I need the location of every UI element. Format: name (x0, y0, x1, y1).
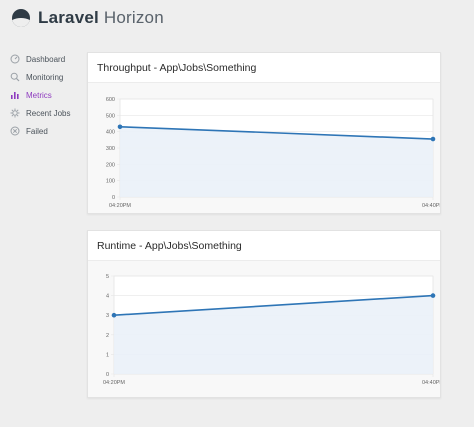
series-area (114, 295, 433, 374)
metrics-icon (10, 90, 20, 100)
y-tick-label: 300 (106, 146, 115, 152)
data-point (430, 293, 436, 298)
brand-title[interactable]: Laravel Horizon (38, 8, 164, 28)
series-line (113, 294, 434, 316)
y-tick-label: 5 (106, 274, 109, 280)
y-tick-label: 200 (106, 162, 115, 168)
y-tick-label: 0 (106, 372, 109, 378)
throughput-card-title: Throughput - App\Jobs\Something (88, 53, 440, 83)
throughput-chart: 0 100 200 300 400 500 600 04:20PM 04:40PM (106, 97, 445, 209)
sidebar-item-label: Recent Jobs (26, 108, 71, 118)
data-point (111, 312, 117, 318)
runtime-card-body: 0 1 2 3 4 5 04:20PM 04:40PM (88, 261, 444, 397)
y-tick-label: 3 (106, 313, 109, 319)
sidebar-item-failed[interactable]: Failed (10, 122, 80, 140)
x-tick-label: 04:40PM (422, 203, 440, 209)
y-tick-label: 400 (106, 130, 115, 136)
throughput-card-body: 0 100 200 300 400 500 600 04:20PM 04:40PM (88, 83, 445, 213)
dashboard-icon (10, 54, 20, 64)
brand-name-light: Horizon (103, 8, 164, 27)
sidebar-item-dashboard[interactable]: Dashboard (10, 50, 80, 68)
y-tick-label: 2 (106, 333, 109, 339)
data-point (430, 136, 436, 142)
monitoring-icon (10, 72, 20, 82)
brand-name-strong: Laravel (38, 8, 99, 27)
failed-icon (10, 126, 20, 136)
y-tick-label: 100 (106, 179, 115, 185)
runtime-card-title: Runtime - App\Jobs\Something (88, 231, 440, 261)
sidebar-item-label: Dashboard (26, 54, 66, 64)
runtime-card: Runtime - App\Jobs\Something 0 1 2 3 4 5 04:20… (87, 230, 444, 398)
y-tick-label: 1 (106, 352, 109, 358)
x-tick-label: 04:20PM (103, 380, 125, 386)
sidebar-item-recent-jobs[interactable]: Recent Jobs (10, 104, 80, 122)
y-tick-label: 600 (106, 97, 115, 103)
runtime-chart: 0 1 2 3 4 5 04:20PM 04:40PM (103, 274, 444, 386)
sidebar-item-metrics[interactable]: Metrics (10, 86, 80, 104)
header: Laravel Horizon (0, 0, 474, 36)
y-tick-label: 0 (112, 195, 115, 201)
x-tick-label: 04:20PM (109, 203, 131, 209)
series-line (119, 125, 434, 140)
series-area (120, 126, 433, 197)
y-tick-label: 500 (106, 113, 115, 119)
sidebar: Dashboard Monitoring Metrics Recent Jobs… (10, 50, 80, 140)
horizon-logo-icon (12, 9, 30, 27)
data-point (117, 124, 123, 130)
throughput-card: Throughput - App\Jobs\Something 0 100 200 3… (87, 52, 445, 214)
y-tick-label: 4 (106, 294, 109, 300)
sidebar-item-label: Metrics (26, 90, 52, 100)
x-tick-label: 04:40PM (422, 380, 440, 386)
sidebar-item-label: Monitoring (26, 72, 64, 82)
sidebar-item-monitoring[interactable]: Monitoring (10, 68, 80, 86)
recent-jobs-icon (10, 108, 20, 118)
sidebar-item-label: Failed (26, 126, 48, 136)
